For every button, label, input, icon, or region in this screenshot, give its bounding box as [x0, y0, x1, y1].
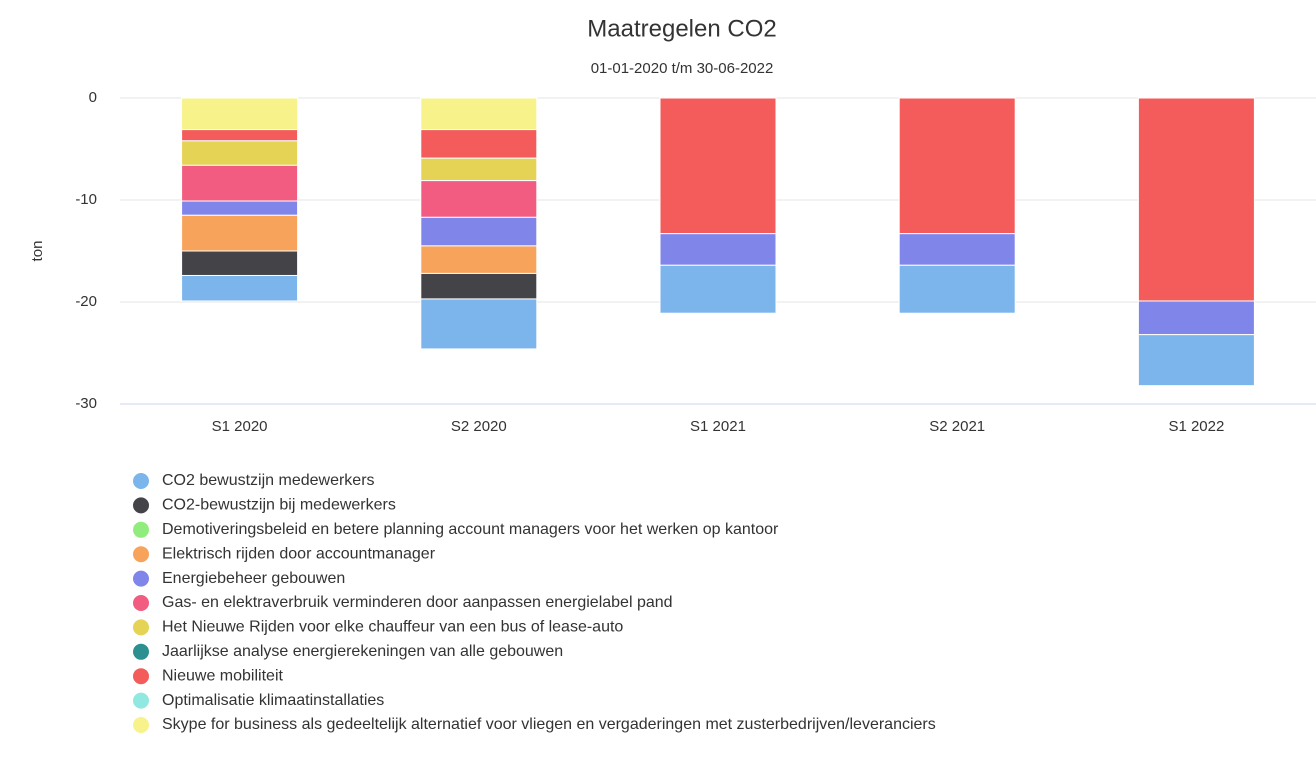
- legend-marker: [133, 619, 149, 636]
- legend-label: Jaarlijkse analyse energierekeningen van…: [162, 643, 563, 660]
- legend-label: CO2-bewustzijn bij medewerkers: [162, 497, 396, 514]
- bar-segment: [181, 164, 299, 202]
- legend-marker: [133, 717, 149, 733]
- x-tick-label: S1 2020: [212, 418, 268, 435]
- y-tick-label: -10: [75, 191, 97, 208]
- bar-segment: [181, 274, 299, 302]
- bar-segment: [420, 180, 538, 218]
- legend-marker: [133, 497, 149, 514]
- y-axis-label: ton: [29, 241, 46, 262]
- legend-label: Het Nieuwe Rijden voor elke chauffeur va…: [162, 619, 623, 636]
- bar-segment: [898, 264, 1016, 314]
- legend-label: Energiebeheer gebouwen: [162, 570, 345, 587]
- bar-segment: [181, 214, 299, 252]
- x-tick-label: S1 2021: [690, 418, 746, 435]
- y-tick-label: 0: [89, 89, 97, 106]
- x-tick-label: S1 2022: [1168, 418, 1224, 435]
- bar-segment: [181, 200, 299, 216]
- legend-label: Skype for business als gedeeltelijk alte…: [162, 716, 936, 733]
- bar-segment: [420, 157, 538, 182]
- legend-marker: [133, 521, 149, 538]
- bar-segment: [420, 298, 538, 350]
- bar-segment: [181, 129, 299, 142]
- legend-label: Optimalisatie klimaatinstallaties: [162, 692, 384, 709]
- bar-segment: [898, 233, 1016, 266]
- bar-segment: [1137, 334, 1255, 387]
- chart-subtitle: 01-01-2020 t/m 30-06-2022: [591, 60, 774, 77]
- bar-segment: [659, 264, 777, 314]
- legend-label: Gas- en elektraverbruik verminderen door…: [162, 594, 673, 611]
- bar-segment: [181, 97, 299, 131]
- legend-marker: [133, 692, 149, 709]
- legend-marker: [133, 643, 149, 660]
- bar-segment: [420, 272, 538, 300]
- chart-title: Maatregelen CO2: [587, 15, 776, 42]
- legend-label: Demotiveringsbeleid en betere planning a…: [162, 521, 779, 538]
- x-tick-label: S2 2021: [929, 418, 985, 435]
- legend-marker: [133, 668, 149, 685]
- legend-label: Nieuwe mobiliteit: [162, 667, 283, 684]
- bar-segment: [659, 233, 777, 266]
- x-tick-label: S2 2020: [451, 418, 507, 435]
- legend-label: Elektrisch rijden door accountmanager: [162, 545, 436, 562]
- bar-segment: [420, 129, 538, 159]
- legend-label: CO2 bewustzijn medewerkers: [162, 472, 375, 489]
- bar-segment: [1137, 300, 1255, 336]
- bar-segment: [1137, 97, 1255, 302]
- bar-segment: [659, 97, 777, 235]
- bar-segment: [181, 250, 299, 276]
- legend-marker: [133, 546, 149, 563]
- bar-segment: [420, 97, 538, 131]
- legend-marker: [133, 595, 149, 611]
- y-tick-label: -20: [75, 293, 97, 310]
- legend-marker: [133, 473, 149, 489]
- y-tick-label: -30: [75, 395, 97, 412]
- bar-segment: [181, 140, 299, 166]
- bar-segment: [420, 216, 538, 247]
- bar-segment: [420, 245, 538, 274]
- bar-segment: [898, 97, 1016, 235]
- legend-marker: [133, 570, 149, 587]
